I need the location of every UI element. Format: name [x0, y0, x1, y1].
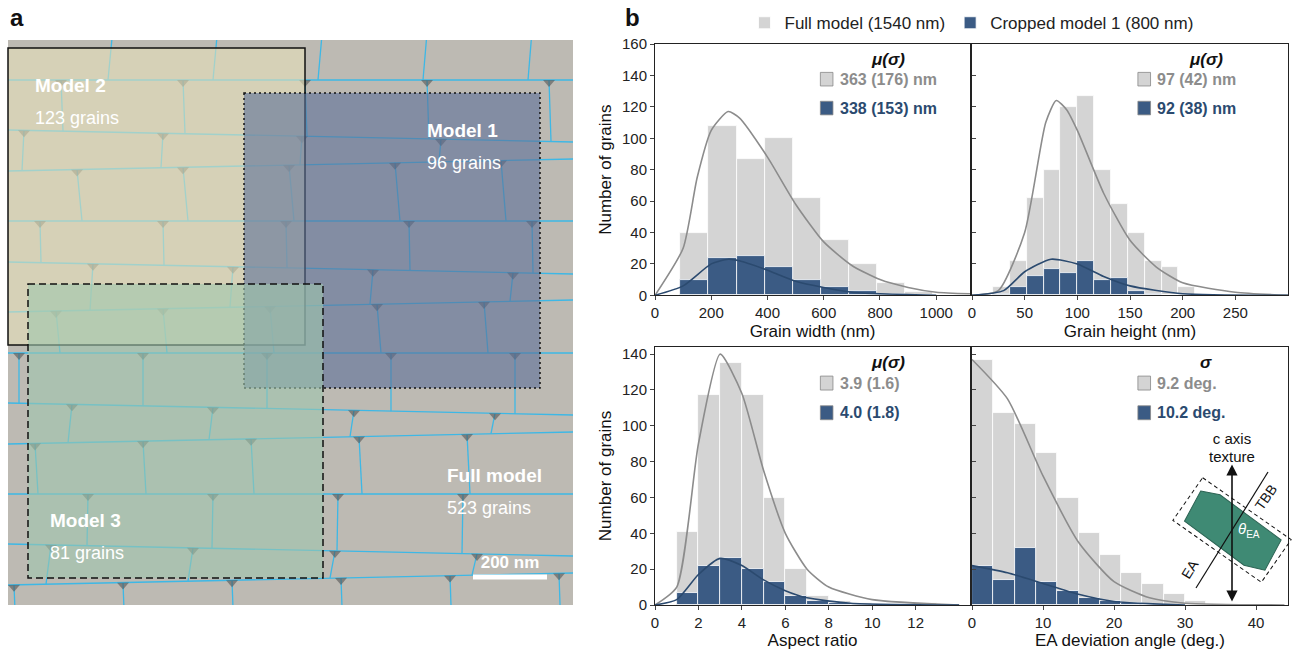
svg-text:120: 120	[622, 381, 647, 398]
svg-text:0: 0	[651, 614, 659, 631]
svg-text:523 grains: 523 grains	[447, 498, 531, 518]
svg-text:0: 0	[968, 304, 976, 321]
svg-text:338 (153) nm: 338 (153) nm	[840, 100, 937, 117]
svg-text:100: 100	[622, 417, 647, 434]
svg-text:10: 10	[1035, 614, 1052, 631]
svg-text:Number of grains: Number of grains	[596, 411, 615, 541]
svg-text:123 grains: 123 grains	[35, 108, 119, 128]
svg-text:4: 4	[738, 614, 746, 631]
svg-text:Aspect ratio: Aspect ratio	[768, 631, 858, 650]
svg-text:Cropped model 1 (800 nm): Cropped model 1 (800 nm)	[990, 14, 1193, 33]
svg-text:10: 10	[864, 614, 881, 631]
svg-text:20: 20	[630, 255, 647, 272]
svg-text:Model 1: Model 1	[427, 120, 498, 141]
svg-text:20: 20	[630, 560, 647, 577]
svg-text:80: 80	[630, 453, 647, 470]
svg-text:4.0 (1.8): 4.0 (1.8)	[840, 404, 900, 421]
svg-text:c axis: c axis	[1213, 430, 1251, 447]
svg-text:EA: EA	[1178, 557, 1202, 582]
svg-text:3.9 (1.6): 3.9 (1.6)	[840, 375, 900, 392]
svg-text:40: 40	[1248, 614, 1265, 631]
svg-text:363 (176) nm: 363 (176) nm	[840, 71, 937, 88]
svg-text:TBB: TBB	[1252, 481, 1281, 512]
svg-text:0: 0	[639, 596, 647, 613]
svg-text:80: 80	[630, 161, 647, 178]
svg-text:EA deviation angle (deg.): EA deviation angle (deg.)	[1035, 631, 1225, 650]
svg-text:Number of grains: Number of grains	[596, 104, 615, 234]
svg-text:Full model: Full model	[447, 465, 542, 486]
svg-text:9.2 deg.: 9.2 deg.	[1157, 375, 1217, 392]
svg-text:8: 8	[825, 614, 833, 631]
svg-text:140: 140	[622, 345, 647, 362]
svg-text:100: 100	[1065, 304, 1090, 321]
svg-text:Model 2: Model 2	[35, 75, 106, 96]
svg-text:30: 30	[1177, 614, 1194, 631]
svg-text:0: 0	[968, 614, 976, 631]
svg-text:Grain width (nm): Grain width (nm)	[750, 322, 876, 341]
svg-text:600: 600	[811, 304, 836, 321]
svg-text:0: 0	[651, 304, 659, 321]
svg-text:0: 0	[639, 287, 647, 304]
svg-text:μ(σ): μ(σ)	[871, 50, 905, 69]
svg-text:800: 800	[867, 304, 892, 321]
svg-text:60: 60	[630, 489, 647, 506]
svg-text:40: 40	[630, 525, 647, 542]
svg-text:50: 50	[1016, 304, 1033, 321]
svg-text:96 grains: 96 grains	[427, 153, 501, 173]
svg-text:Full model (1540 nm): Full model (1540 nm)	[785, 14, 946, 33]
svg-text:100: 100	[622, 130, 647, 147]
svg-text:θEA: θEA	[1238, 520, 1260, 540]
svg-text:150: 150	[1117, 304, 1142, 321]
svg-text:Model 3: Model 3	[50, 510, 121, 531]
svg-text:σ: σ	[1200, 353, 1212, 372]
svg-text:200: 200	[1170, 304, 1195, 321]
svg-text:10.2 deg.: 10.2 deg.	[1157, 404, 1225, 421]
svg-text:b: b	[625, 4, 640, 31]
svg-text:40: 40	[630, 224, 647, 241]
svg-text:a: a	[10, 4, 24, 31]
svg-text:μ(σ): μ(σ)	[871, 353, 905, 372]
svg-text:140: 140	[622, 67, 647, 84]
svg-text:2: 2	[694, 614, 702, 631]
svg-text:200 nm: 200 nm	[481, 553, 540, 572]
svg-text:81 grains: 81 grains	[50, 543, 124, 563]
svg-text:160: 160	[622, 35, 647, 52]
svg-text:12: 12	[907, 614, 924, 631]
svg-text:200: 200	[699, 304, 724, 321]
svg-text:6: 6	[781, 614, 789, 631]
svg-text:1000: 1000	[920, 304, 953, 321]
svg-text:Grain height (nm): Grain height (nm)	[1064, 322, 1196, 341]
svg-text:97 (42) nm: 97 (42) nm	[1157, 71, 1236, 88]
svg-text:400: 400	[755, 304, 780, 321]
svg-text:60: 60	[630, 192, 647, 209]
svg-text:μ(σ): μ(σ)	[1189, 50, 1223, 69]
svg-text:92 (38) nm: 92 (38) nm	[1157, 100, 1236, 117]
svg-text:250: 250	[1223, 304, 1248, 321]
svg-text:20: 20	[1106, 614, 1123, 631]
svg-text:texture: texture	[1209, 448, 1255, 465]
svg-text:120: 120	[622, 98, 647, 115]
